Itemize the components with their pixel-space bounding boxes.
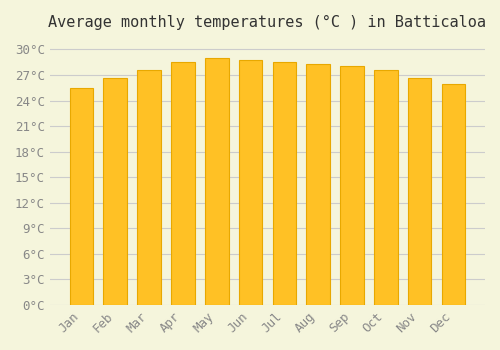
Bar	[171, 62, 194, 305]
Title: Average monthly temperatures (°C ) in Batticaloa: Average monthly temperatures (°C ) in Ba…	[48, 15, 486, 30]
Bar	[104, 78, 127, 305]
Bar	[306, 64, 330, 305]
Bar	[408, 78, 432, 305]
Bar	[238, 60, 262, 305]
Bar	[205, 58, 229, 305]
Bar	[272, 62, 296, 305]
Bar	[138, 70, 161, 305]
Bar	[374, 70, 398, 305]
Bar	[340, 65, 364, 305]
Bar	[442, 84, 465, 305]
Bar	[70, 88, 94, 305]
